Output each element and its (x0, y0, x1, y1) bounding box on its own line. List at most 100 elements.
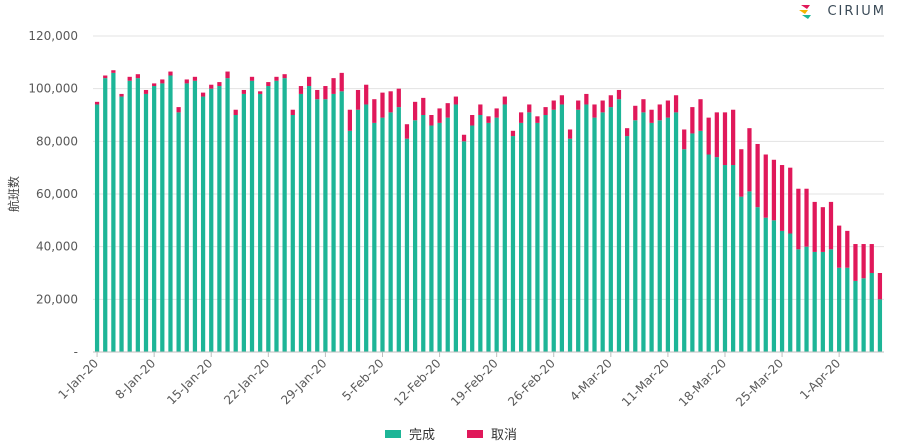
bar-completed (690, 133, 695, 352)
bar-completed (478, 115, 483, 352)
bar-cancelled (494, 108, 499, 118)
bar-completed (682, 149, 687, 352)
legend-label-completed: 完成 (408, 428, 435, 443)
legend-swatch-cancelled (467, 429, 483, 438)
bar-completed (739, 196, 744, 352)
x-tick-label: 1-Jan-20 (55, 356, 101, 402)
bar-cancelled (323, 86, 328, 100)
bar-cancelled (616, 89, 622, 100)
bar-completed (592, 117, 597, 352)
bar-cancelled (225, 71, 230, 79)
bar-cancelled (608, 95, 613, 108)
bar-cancelled (510, 130, 516, 137)
bar-completed (200, 96, 206, 352)
bar-cancelled (576, 100, 581, 110)
bar-completed (372, 122, 377, 353)
bar-completed (192, 80, 198, 353)
cirium-logo-icon (799, 5, 812, 19)
x-axis-ticks: 1-Jan-20 8-Jan-20 15-Jan-20 22-Jan-20 29-Jan… (55, 352, 843, 409)
bar-cancelled (331, 78, 336, 94)
bar-cancelled (486, 116, 491, 123)
bar-cancelled (592, 104, 597, 118)
bar-completed (633, 120, 638, 353)
bar-cancelled (412, 101, 418, 121)
bar-completed (404, 138, 410, 352)
bar-cancelled (168, 71, 173, 76)
bar-completed (625, 136, 630, 352)
bar-cancelled (372, 99, 377, 123)
x-tick-label: 19-Feb-20 (448, 356, 501, 409)
bar-completed (796, 249, 801, 352)
bar-cancelled (94, 101, 100, 105)
bar-completed (779, 230, 785, 352)
bar-cancelled (828, 201, 834, 250)
bar-completed (347, 130, 352, 352)
bar-cancelled (453, 96, 459, 105)
bar-cancelled (820, 207, 825, 252)
bar-cancelled (364, 84, 369, 105)
bar-completed (641, 112, 646, 352)
bar-completed (747, 191, 752, 352)
bar-completed (429, 125, 434, 353)
bar-completed (755, 207, 760, 352)
bar-cancelled (673, 95, 679, 113)
bar-completed (837, 267, 842, 352)
bar-cancelled (788, 167, 793, 234)
bar-completed (673, 112, 679, 352)
bar-cancelled (657, 104, 662, 121)
x-tick-label: 11-Mar-20 (619, 356, 672, 409)
bar-completed (249, 80, 255, 353)
bar-completed (135, 78, 140, 352)
bar-completed (470, 125, 475, 353)
legend-item-cancelled: 取消 (467, 424, 517, 443)
bar-completed (266, 86, 271, 353)
x-tick-label: 8-Jan-20 (113, 356, 159, 402)
bar-cancelled (698, 99, 703, 131)
bar-cancelled (160, 79, 165, 84)
bar-cancelled (209, 84, 214, 89)
bar-cancelled (266, 82, 271, 87)
bar-completed (94, 104, 100, 352)
bar-completed (616, 99, 622, 352)
bar-cancelled (421, 97, 426, 115)
bar-cancelled (502, 96, 507, 105)
bar-completed (510, 136, 516, 352)
bar-cancelled (518, 112, 524, 123)
bar-completed (339, 91, 344, 353)
bar-cancelled (306, 76, 312, 87)
legend-label-cancelled: 取消 (491, 428, 518, 443)
bar-completed (143, 93, 149, 352)
bar-cancelled (771, 159, 777, 221)
bar-cancelled (355, 89, 361, 110)
bar-cancelled (233, 109, 238, 115)
bar-cancelled (755, 143, 760, 208)
bar-cancelled (388, 91, 393, 113)
bar-completed (127, 80, 132, 353)
bar-completed (412, 120, 418, 353)
bar-completed (804, 246, 809, 352)
bar-completed (763, 217, 768, 352)
bar-cancelled (249, 76, 255, 81)
bar-completed (788, 233, 793, 352)
bar-completed (853, 280, 858, 352)
bar-cancelled (298, 86, 304, 94)
bar-completed (502, 104, 507, 352)
bar-cancelled (396, 88, 401, 108)
bar-cancelled (315, 89, 320, 100)
bar-completed (771, 220, 777, 352)
bar-completed (714, 157, 719, 352)
bar-cancelled (853, 244, 858, 281)
bar-cancelled (665, 100, 671, 118)
bar-completed (331, 93, 336, 352)
bar-cancelled (470, 115, 475, 126)
bar-completed (323, 99, 328, 352)
x-tick-label: 25-Mar-20 (733, 356, 786, 409)
x-tick-label: 12-Feb-20 (391, 356, 444, 409)
bar-completed (445, 117, 450, 352)
bar-cancelled (103, 75, 108, 79)
bar-completed (535, 122, 540, 353)
bar-cancelled (690, 107, 695, 134)
bar-completed (698, 130, 703, 352)
y-tick-label: 100,000 (28, 82, 78, 96)
bar-cancelled (625, 128, 630, 137)
